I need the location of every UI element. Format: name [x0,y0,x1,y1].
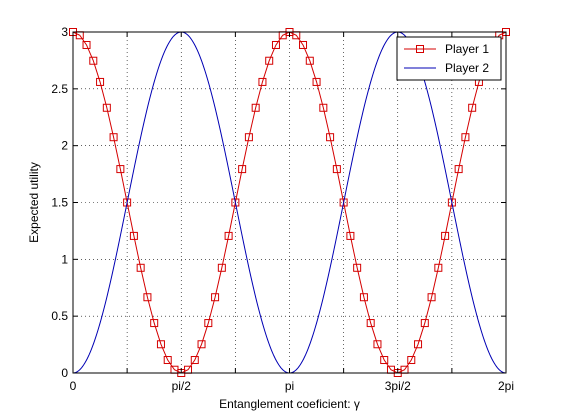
x-tick-label: 3pi/2 [385,379,411,393]
legend-swatch-marker [416,45,424,53]
data-point-marker [102,103,111,112]
data-point-marker [89,56,98,65]
x-tick-label: pi/2 [172,379,192,393]
data-point-marker [197,340,206,349]
x-axis-label: Entanglement coeficient: γ [219,397,360,411]
legend: Player 1 Player 2 [396,36,502,81]
data-point-marker [156,340,165,349]
data-point-marker [123,198,132,207]
data-point-marker [380,356,389,365]
legend-label: Player 1 [445,42,489,56]
data-point-marker [271,40,280,49]
data-point-marker [143,293,152,302]
y-tick-label: 3 [61,25,68,39]
data-point-marker [217,263,226,272]
y-tick-label: 0.5 [51,309,68,323]
data-point-marker [82,40,91,49]
data-point-marker [427,293,436,302]
data-point-marker [211,293,220,302]
data-point-marker [420,319,429,328]
grid [73,32,506,373]
y-tick-label: 1.5 [51,196,68,210]
data-point-marker [136,263,145,272]
y-tick-label: 0 [61,366,68,380]
data-point-marker [163,356,172,365]
data-point-marker [353,263,362,272]
data-point-marker [414,340,423,349]
data-point-marker [468,103,477,112]
data-point-marker [265,56,274,65]
legend-box [396,36,502,81]
data-point-marker [238,165,247,174]
data-point-marker [96,77,105,86]
y-tick-label: 2 [61,139,68,153]
data-point-marker [373,340,382,349]
data-point-marker [326,133,335,142]
data-point-marker [359,293,368,302]
data-point-marker [339,198,348,207]
axis-ticks: 0 pi/2 pi 3pi/2 2pi 0 0.5 1 1.5 2 2.5 3 [51,25,514,393]
data-point-marker [258,77,267,86]
data-point-marker [224,231,233,240]
data-point-marker [454,165,463,174]
data-point-marker [461,133,470,142]
x-tick-label: pi [285,379,294,393]
x-tick-label: 2pi [498,379,514,393]
data-point-marker [332,165,341,174]
y-tick-label: 1 [61,252,68,266]
data-point-marker [251,103,260,112]
data-point-marker [441,231,450,240]
data-point-marker [407,356,416,365]
data-point-marker [190,356,199,365]
data-point-marker [312,77,321,86]
legend-label: Player 2 [445,61,489,75]
data-point-marker [346,231,355,240]
data-point-marker [447,198,456,207]
data-point-marker [129,231,138,240]
x-tick-label: 0 [70,379,77,393]
data-point-marker [434,263,443,272]
data-point-marker [116,165,125,174]
y-axis-label: Expected utility [27,162,41,243]
data-point-marker [299,40,308,49]
data-point-marker [366,319,375,328]
legend-items: Player 1 Player 2 [404,42,489,75]
data-point-marker [305,56,314,65]
data-point-marker [109,133,118,142]
y-tick-label: 2.5 [51,82,68,96]
data-point-marker [204,319,213,328]
data-point-marker [231,198,240,207]
data-point-marker [244,133,253,142]
data-point-marker [319,103,328,112]
data-point-marker [150,319,159,328]
